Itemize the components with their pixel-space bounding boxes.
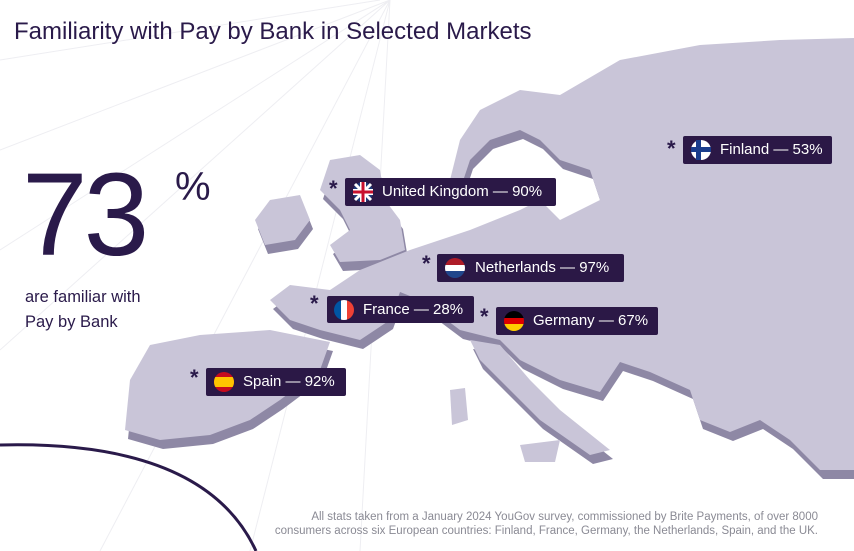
footnote: consumers across six European countries:… <box>275 525 818 537</box>
label-box <box>683 136 832 164</box>
footnote: All stats taken from a January 2024 YouG… <box>311 511 818 523</box>
asterisk: * <box>310 291 319 316</box>
label-text: Finland — 53% <box>720 141 823 158</box>
asterisk: * <box>480 304 489 329</box>
asterisk: * <box>667 136 676 161</box>
flag-uk <box>353 182 373 202</box>
market-label: * Spain — 92% <box>190 365 346 396</box>
label-box <box>327 296 474 323</box>
headline-text: are familiar with <box>25 288 141 306</box>
flag-finland <box>691 140 711 160</box>
label-box <box>437 254 624 282</box>
market-label: * France — 28% <box>310 291 474 323</box>
label-text: United Kingdom — 90% <box>382 183 542 200</box>
label-box <box>496 307 658 335</box>
label-text: Netherlands — 97% <box>475 259 609 276</box>
flag-spain <box>214 372 234 392</box>
market-label: * United Kingdom — 90% <box>329 176 556 206</box>
label-text: Spain — 92% <box>243 373 335 390</box>
headline-unit: % <box>175 165 211 209</box>
market-label: * Germany — 67% <box>480 304 658 335</box>
label-box <box>206 368 346 396</box>
asterisk: * <box>329 176 338 201</box>
flag-netherlands <box>445 258 465 278</box>
decorative-curve <box>0 443 258 551</box>
label-text: France — 28% <box>363 301 463 318</box>
headline-text: Pay by Bank <box>25 313 118 331</box>
flag-france <box>334 300 354 320</box>
background-lines <box>0 0 391 551</box>
title: Familiarity with Pay by Bank in Selected… <box>14 18 532 45</box>
asterisk: * <box>422 251 431 276</box>
market-label: * Finland — 53% <box>667 136 832 164</box>
asterisk: * <box>190 365 199 390</box>
label-box <box>345 178 556 206</box>
label-text: Germany — 67% <box>533 312 648 329</box>
flag-germany <box>504 311 524 331</box>
market-label: * Netherlands — 97% <box>422 251 624 282</box>
headline-value: 73 <box>22 149 145 281</box>
